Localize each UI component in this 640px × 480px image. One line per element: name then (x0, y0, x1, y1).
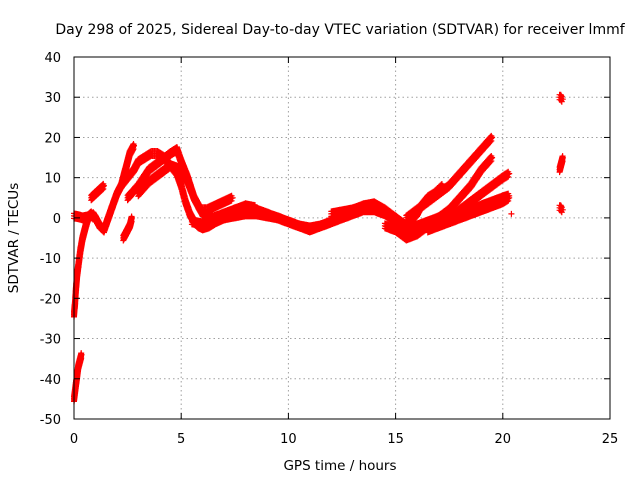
plot-area (71, 91, 566, 405)
series-arc-f (120, 213, 135, 244)
series-arc-d (88, 180, 107, 204)
series-arc-r (556, 153, 566, 176)
data-point-markers (120, 213, 135, 244)
x-tick-label: 20 (495, 432, 512, 447)
x-axis-label: GPS time / hours (283, 458, 396, 474)
data-point-markers (118, 141, 137, 192)
x-tick-label: 10 (280, 432, 297, 447)
series-arc-q (556, 91, 566, 105)
data-point-markers (71, 208, 97, 320)
y-tick-label: -10 (40, 252, 61, 267)
x-tick-label: 25 (602, 432, 619, 447)
data-point-markers (188, 208, 335, 236)
y-tick-label: -50 (40, 413, 61, 428)
series-pt-20-4 (508, 210, 515, 217)
x-tick-label: 5 (177, 432, 185, 447)
y-tick-label: 40 (44, 51, 61, 66)
x-tick-label: 0 (70, 432, 78, 447)
series-arc-i (188, 208, 335, 236)
series-arc-b (71, 350, 85, 405)
data-point-markers (508, 210, 515, 217)
chart-title: Day 298 of 2025, Sidereal Day-to-day VTE… (55, 22, 625, 38)
series-arc-m (392, 181, 446, 232)
y-tick-label: 0 (53, 212, 61, 227)
y-tick-label: -30 (40, 333, 61, 348)
x-tick-label: 15 (387, 432, 404, 447)
data-point-markers (556, 202, 566, 216)
series-arc-s (556, 202, 566, 216)
axis-ticks: 0 5 10 15 20 25 -50 -40 -30 -20 -10 0 10 20 30 40 (40, 51, 619, 447)
data-point-markers (392, 181, 446, 232)
series-arc-p (456, 190, 513, 220)
data-point-markers (556, 91, 566, 105)
y-tick-label: 20 (44, 131, 61, 146)
data-point-markers (556, 153, 566, 176)
y-tick-label: -20 (40, 292, 61, 307)
series-arc-e (118, 141, 137, 192)
plot-frame (73, 56, 611, 420)
series-arc-a (71, 208, 97, 320)
y-tick-label: -40 (40, 373, 61, 388)
y-tick-label: 10 (44, 172, 61, 187)
data-point-markers (456, 190, 513, 220)
y-axis-label: SDTVAR / TECUs (6, 183, 22, 293)
y-tick-label: 30 (44, 91, 61, 106)
data-point-markers (71, 350, 85, 405)
data-point-markers (88, 180, 107, 204)
grid-lines (74, 57, 610, 419)
